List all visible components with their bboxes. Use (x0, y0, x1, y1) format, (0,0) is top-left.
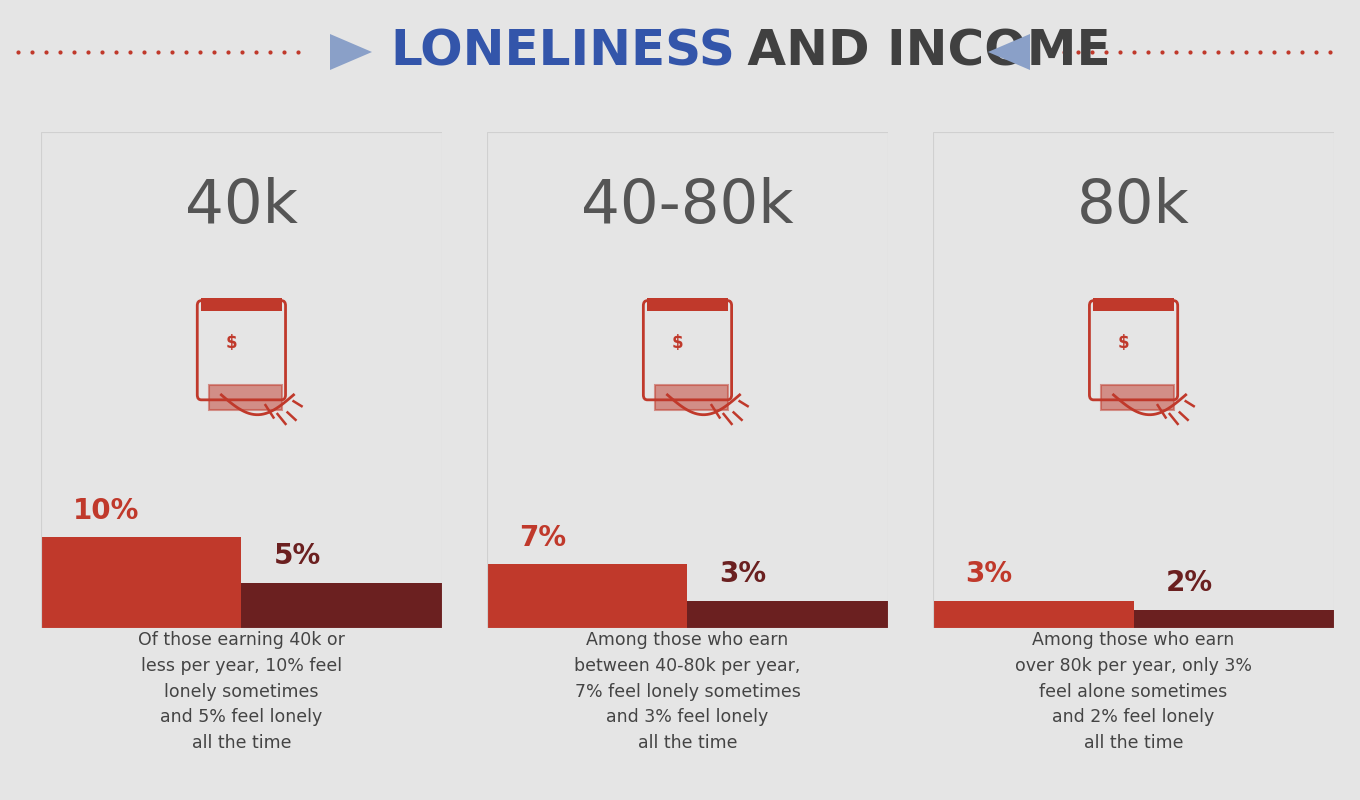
Text: 10%: 10% (73, 497, 139, 525)
Bar (201, 298, 282, 310)
Text: $: $ (226, 334, 237, 352)
Text: Among those who earn
between 40-80k per year,
7% feel lonely sometimes
and 3% fe: Among those who earn between 40-80k per … (574, 631, 801, 752)
Bar (656, 385, 728, 410)
Text: 7%: 7% (520, 524, 566, 552)
Bar (647, 298, 728, 310)
Bar (688, 601, 888, 628)
Text: AND INCOME: AND INCOME (730, 28, 1111, 76)
Bar (487, 564, 688, 628)
Bar (41, 537, 242, 628)
Bar (209, 385, 282, 410)
Bar (933, 601, 1133, 628)
Text: Of those earning 40k or
less per year, 10% feel
lonely sometimes
and 5% feel lon: Of those earning 40k or less per year, 1… (137, 631, 345, 752)
Bar (242, 582, 442, 628)
Text: $: $ (1118, 334, 1129, 352)
Bar (1102, 385, 1174, 410)
Polygon shape (987, 34, 1030, 70)
Text: $: $ (672, 334, 683, 352)
Text: 40-80k: 40-80k (581, 177, 794, 236)
Text: Among those who earn
over 80k per year, only 3%
feel alone sometimes
and 2% feel: Among those who earn over 80k per year, … (1015, 631, 1253, 752)
Polygon shape (330, 34, 373, 70)
Text: 40k: 40k (185, 177, 298, 236)
Text: 2%: 2% (1166, 570, 1213, 598)
Bar (1133, 610, 1334, 628)
Text: 80k: 80k (1077, 177, 1190, 236)
Text: 3%: 3% (966, 560, 1012, 588)
Text: LONELINESS: LONELINESS (390, 28, 734, 76)
Text: 3%: 3% (719, 560, 767, 588)
Text: 5%: 5% (273, 542, 321, 570)
Bar (1093, 298, 1174, 310)
